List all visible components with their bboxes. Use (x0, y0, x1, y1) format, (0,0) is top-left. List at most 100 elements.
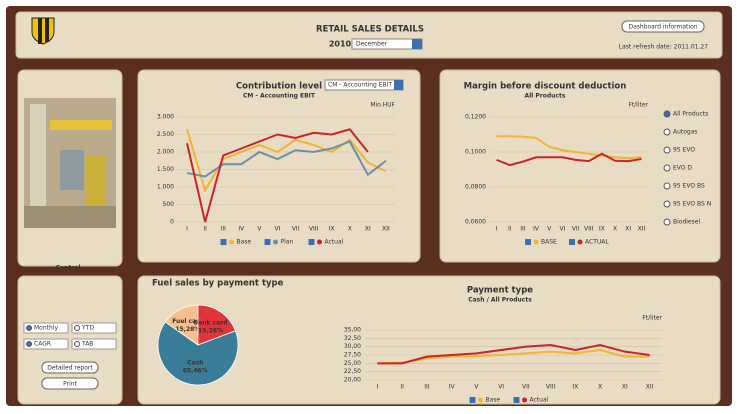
legend-label: Plan (281, 239, 294, 246)
option-label: EVO D (673, 165, 692, 172)
chart-subtitle: CM - Accounting EBIT (243, 93, 316, 100)
legend-label: Actual (325, 239, 344, 246)
option-label: 95 EVO (673, 147, 695, 154)
chart-subtitle: All Products (525, 93, 566, 100)
unit: Ft/liter (642, 315, 662, 322)
x-tick-label: III (424, 384, 430, 391)
y-tick-label: 22,50 (344, 368, 361, 375)
y-tick-label: 3.000 (157, 114, 174, 121)
x-tick-label: I (496, 226, 498, 233)
x-tick-label: VIII (546, 384, 556, 391)
radio[interactable] (664, 219, 670, 225)
unit: Mio.HUF (370, 102, 395, 109)
x-tick-label: VIII (584, 226, 594, 233)
info-button-label: Dashboard information (628, 24, 697, 31)
y-tick-label: 500 (163, 201, 175, 208)
y-tick-label: 2.500 (157, 131, 174, 138)
y-tick-label: 1.500 (157, 166, 174, 173)
radio[interactable] (27, 326, 32, 331)
radio[interactable] (664, 111, 670, 117)
chart-title: Fuel sales by payment type (152, 279, 284, 289)
option-label: Autogas (673, 129, 698, 136)
slice-label: Cash (187, 359, 203, 366)
month-select-arrow[interactable] (412, 39, 422, 49)
slice-value: 19,26% (198, 327, 223, 334)
refresh-date: Last refresh date: 2011.01.27 (619, 44, 708, 51)
chart-title: Contribution level (236, 82, 322, 92)
x-tick-label: XI (365, 226, 371, 233)
button-label: Print (63, 381, 77, 388)
x-tick-label: XI (622, 384, 628, 391)
x-tick-label: I (376, 384, 378, 391)
chart-subtitle: Cash / All Products (468, 297, 532, 304)
x-tick-label: VI (275, 226, 281, 233)
option-label: Monthly (34, 325, 58, 332)
legend-swatch (317, 240, 322, 245)
option-label: All Products (673, 111, 708, 118)
x-tick-label: III (221, 226, 227, 233)
x-tick-label: II (203, 226, 207, 233)
option-label: YTD (81, 325, 94, 332)
x-tick-label: X (348, 226, 352, 233)
x-tick-label: IX (572, 384, 578, 391)
slice-label: Bank card (194, 319, 228, 326)
legend-check[interactable] (309, 239, 315, 245)
x-tick-label: VI (498, 384, 504, 391)
y-tick-label: 25,00 (344, 360, 361, 367)
x-tick-label: IV (238, 226, 245, 233)
option-label: Biodiesel (673, 219, 700, 226)
x-tick-label: II (508, 226, 512, 233)
dashboard: RETAIL SALES DETAILS 2010 December Dashb… (0, 0, 737, 410)
logo (32, 18, 54, 44)
radio[interactable] (664, 183, 670, 189)
y-tick-label: 30,00 (344, 343, 361, 350)
option-label: 95 EVO BS (673, 183, 705, 190)
x-tick-label: XII (638, 226, 646, 233)
radio[interactable] (75, 342, 80, 347)
radio[interactable] (27, 342, 32, 347)
x-tick-label: VII (572, 226, 580, 233)
unit: Ft/liter (628, 102, 648, 109)
x-tick-label: IX (599, 226, 605, 233)
legend-label: Base (486, 397, 501, 404)
y-tick-label: 2.000 (157, 149, 174, 156)
x-tick-label: IX (329, 226, 335, 233)
dropdown-arrow[interactable] (394, 80, 403, 90)
dropdown-label: CM - Accounting EBIT (328, 82, 392, 89)
legend-label: ACTUAL (585, 239, 609, 246)
x-tick-label: IV (449, 384, 456, 391)
radio[interactable] (664, 147, 670, 153)
button-label: Detailed report (47, 365, 93, 372)
page: RETAIL SALES DETAILS 2010 December Dashb… (0, 0, 737, 414)
legend-check[interactable] (265, 239, 271, 245)
y-tick-label: 27,50 (344, 352, 361, 359)
legend-check[interactable] (569, 239, 575, 245)
legend-swatch (229, 240, 234, 245)
radio[interactable] (664, 165, 670, 171)
legend-swatch (273, 240, 278, 245)
option-label: 95 EVO BS N (673, 201, 711, 208)
radio[interactable] (664, 201, 670, 207)
x-tick-label: XI (625, 226, 631, 233)
x-tick-label: XII (382, 226, 390, 233)
legend-swatch (522, 398, 527, 403)
legend-swatch (534, 240, 539, 245)
radio[interactable] (75, 326, 80, 331)
y-tick-label: 0,0800 (465, 184, 486, 191)
legend-check[interactable] (221, 239, 227, 245)
x-tick-label: II (400, 384, 404, 391)
y-tick-label: 0,0600 (465, 219, 486, 226)
page-title: RETAIL SALES DETAILS (316, 25, 424, 35)
x-tick-label: IV (533, 226, 540, 233)
legend-check[interactable] (514, 397, 520, 403)
legend-check[interactable] (525, 239, 531, 245)
radio[interactable] (664, 129, 670, 135)
month: December (356, 41, 388, 48)
x-tick-label: VII (522, 384, 530, 391)
y-tick-label: 32,50 (344, 335, 361, 342)
slice-value: 65,46% (183, 367, 208, 374)
option-label: TAB (81, 341, 93, 348)
legend-check[interactable] (470, 397, 476, 403)
legend-swatch (578, 240, 583, 245)
y-tick-label: 20,00 (344, 377, 361, 384)
